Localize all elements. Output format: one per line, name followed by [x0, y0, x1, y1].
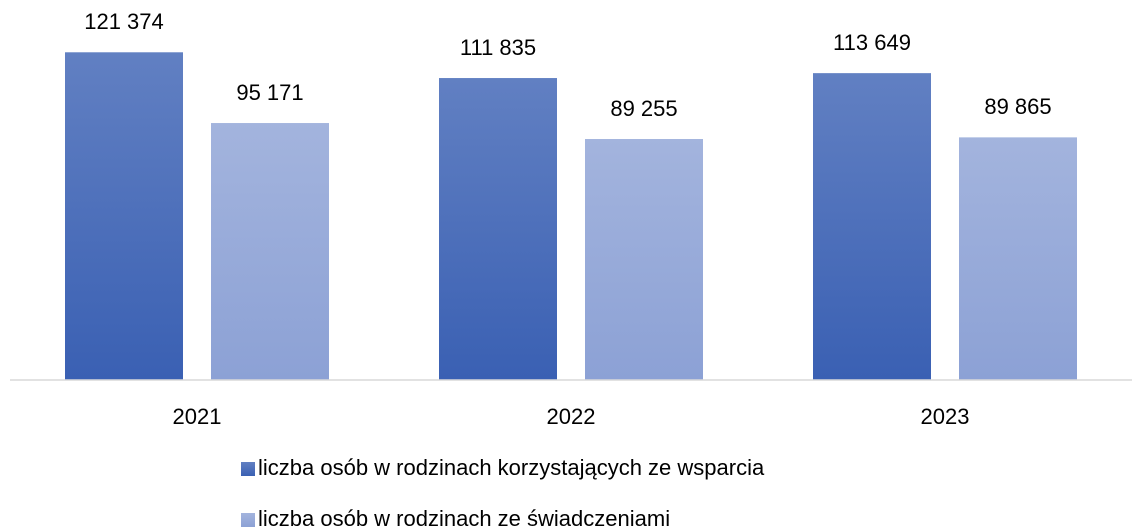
legend-label: liczba osób w rodzinach ze świadczeniami — [258, 506, 670, 531]
value-label: 89 255 — [610, 96, 677, 121]
value-label: 111 835 — [460, 35, 536, 60]
bar — [959, 137, 1077, 380]
value-label: 121 374 — [84, 9, 164, 34]
x-tick-label: 2022 — [547, 404, 596, 429]
bar — [439, 78, 557, 380]
bar — [585, 139, 703, 380]
value-label: 95 171 — [236, 80, 303, 105]
bar — [211, 123, 329, 380]
x-tick-label: 2021 — [173, 404, 222, 429]
bar — [65, 52, 183, 381]
value-label: 89 865 — [984, 94, 1051, 119]
legend-swatch — [241, 462, 255, 476]
x-tick-label: 2023 — [921, 404, 970, 429]
value-label: 113 649 — [833, 30, 911, 55]
legend-label: liczba osób w rodzinach korzystających z… — [258, 455, 765, 480]
legend-swatch — [241, 513, 255, 527]
bar — [813, 73, 931, 380]
